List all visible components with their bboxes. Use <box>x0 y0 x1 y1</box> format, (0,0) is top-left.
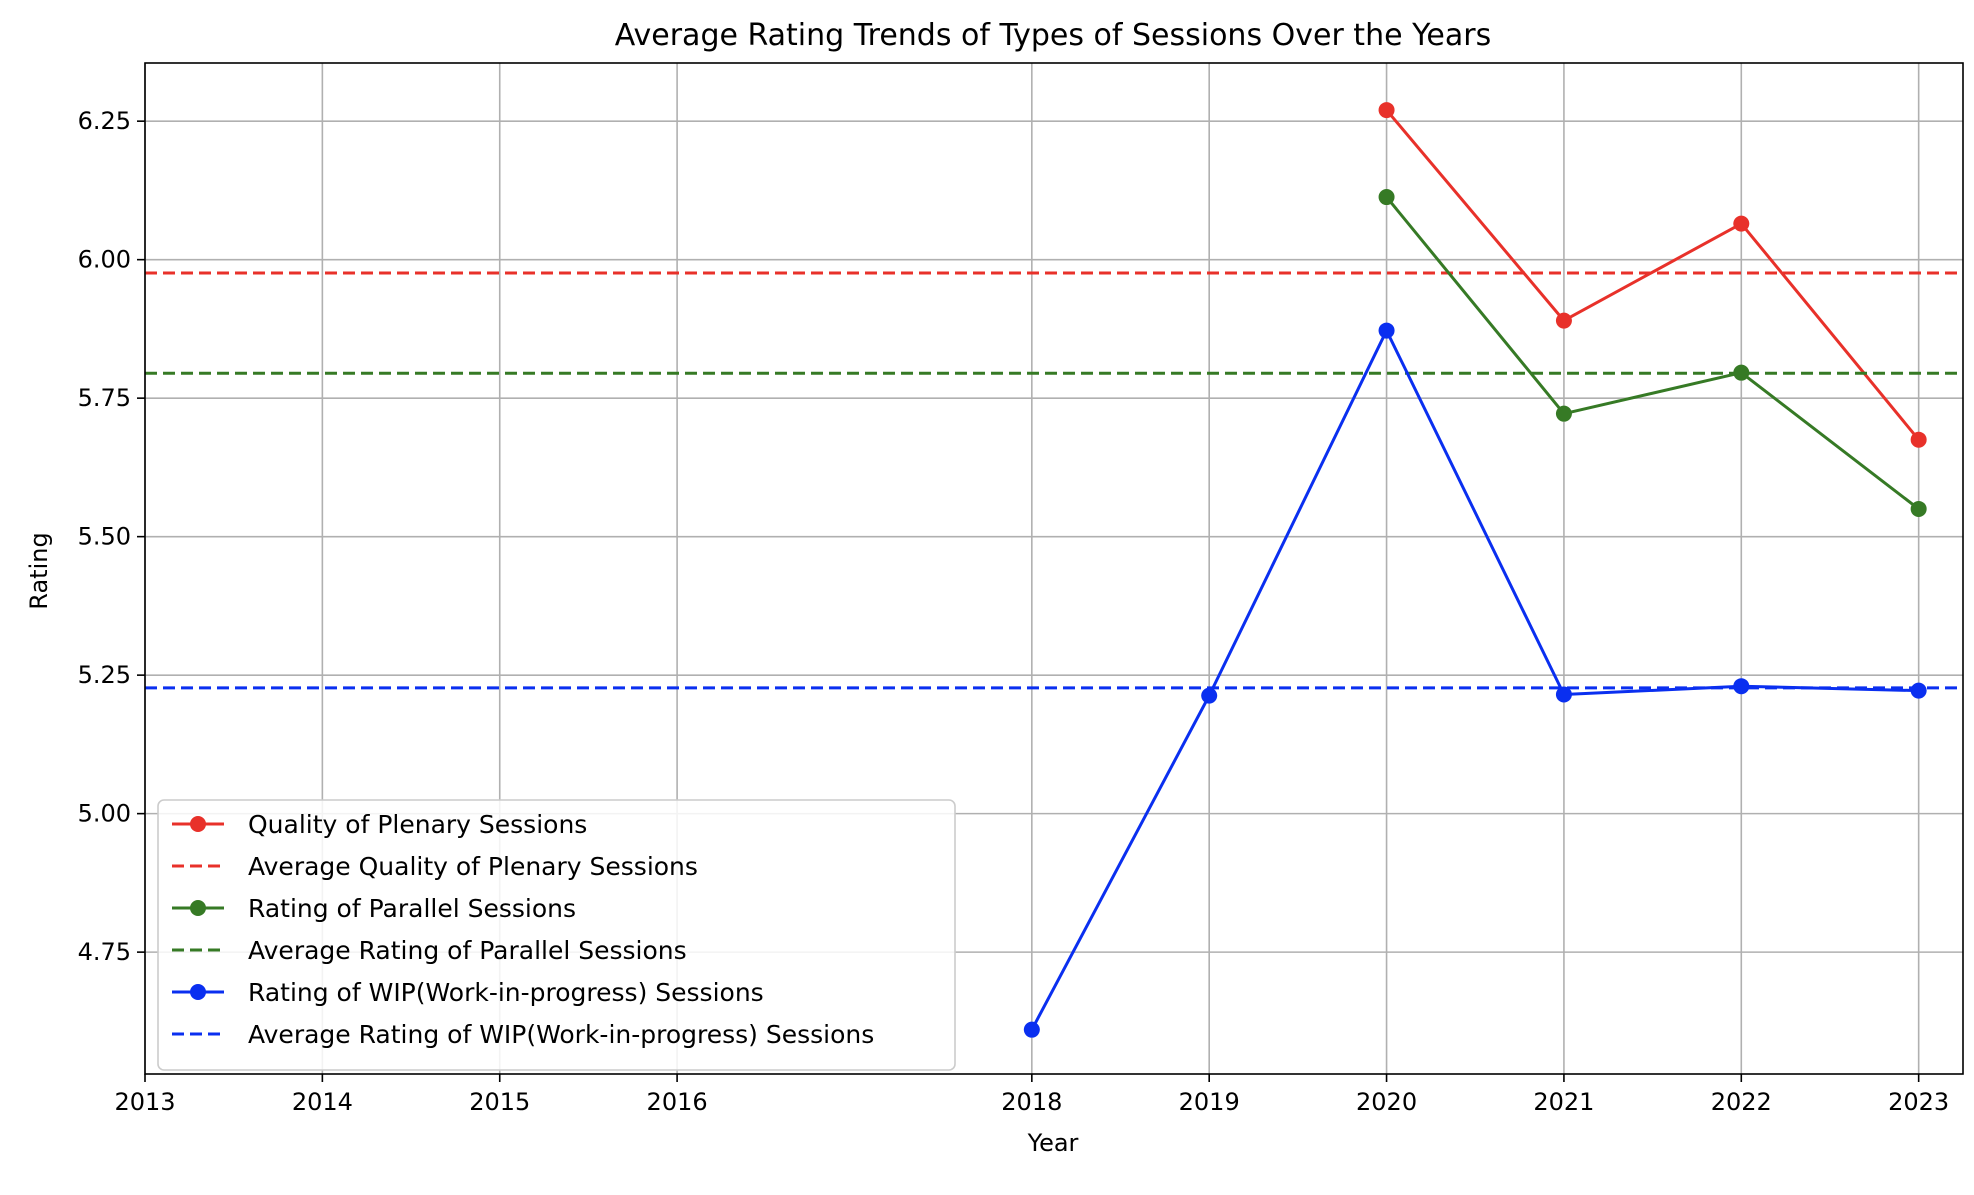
legend-label: Average Rating of WIP(Work-in-progress) … <box>248 1020 874 1049</box>
series-line <box>1030 329 1919 1031</box>
legend-label: Average Rating of Parallel Sessions <box>248 936 687 965</box>
data-point <box>1733 215 1750 232</box>
legend-item: Rating of WIP(Work-in-progress) Sessions <box>172 978 764 1007</box>
legend-item: Average Rating of Parallel Sessions <box>172 936 687 965</box>
chart-title: Average Rating Trends of Types of Sessio… <box>615 18 1491 53</box>
legend-box <box>157 799 956 1071</box>
series-line <box>1385 196 1920 511</box>
data-point <box>1555 312 1572 329</box>
x-tick-label: 2021 <box>1533 1088 1594 1116</box>
legend-marker <box>190 816 206 832</box>
data-point <box>1910 682 1927 699</box>
x-tick-label: 2013 <box>114 1088 175 1116</box>
legend-item: Quality of Plenary Sessions <box>172 810 587 839</box>
data-point <box>1910 431 1927 448</box>
series-0 <box>1378 102 1927 448</box>
legend-item: Average Quality of Plenary Sessions <box>172 852 698 881</box>
data-point <box>1378 102 1395 119</box>
ticks: 2013 2014 2015 2016 2018 2019 2020 2021 2022 2023… <box>78 107 1950 1116</box>
data-point <box>1555 686 1572 703</box>
data-point <box>1378 322 1395 339</box>
legend-item: Average Rating of WIP(Work-in-progress) … <box>172 1020 874 1049</box>
y-tick-label: 5.00 <box>78 800 131 828</box>
y-tick-label: 5.75 <box>78 384 131 412</box>
y-axis-label: Rating <box>25 532 53 609</box>
series-4 <box>1023 322 1927 1038</box>
data-point <box>1910 500 1927 517</box>
legend-label: Quality of Plenary Sessions <box>248 810 587 839</box>
x-tick-label: 2014 <box>292 1088 353 1116</box>
data-point <box>1733 678 1750 695</box>
x-tick-label: 2022 <box>1711 1088 1772 1116</box>
data-point <box>1201 687 1218 704</box>
x-tick-label: 2019 <box>1179 1088 1240 1116</box>
x-tick-label: 2016 <box>647 1088 708 1116</box>
legend-label: Average Quality of Plenary Sessions <box>248 852 698 881</box>
y-tick-label: 6.25 <box>78 107 131 135</box>
series-2 <box>1378 189 1927 517</box>
y-tick-label: 6.00 <box>78 246 131 274</box>
legend-marker <box>190 984 206 1000</box>
plot-frame <box>144 62 1964 1075</box>
legend-marker <box>190 900 206 916</box>
x-tick-label: 2023 <box>1888 1088 1949 1116</box>
series-line <box>1385 109 1920 441</box>
series-layer <box>145 102 1963 1038</box>
y-tick-label: 4.75 <box>78 938 131 966</box>
x-tick-label: 2015 <box>469 1088 530 1116</box>
x-tick-label: 2020 <box>1356 1088 1417 1116</box>
x-axis-label: Year <box>1027 1129 1079 1157</box>
y-tick-label: 5.25 <box>78 661 131 689</box>
data-point <box>1733 364 1750 381</box>
legend-label: Rating of WIP(Work-in-progress) Sessions <box>248 978 764 1007</box>
legend-label: Rating of Parallel Sessions <box>248 894 576 923</box>
data-point <box>1023 1021 1040 1038</box>
x-tick-label: 2018 <box>1001 1088 1062 1116</box>
legend-item: Rating of Parallel Sessions <box>172 894 576 923</box>
data-point <box>1378 189 1395 206</box>
data-point <box>1555 405 1572 422</box>
y-tick-label: 5.50 <box>78 523 131 551</box>
legend: Quality of Plenary Sessions Average Quali… <box>157 799 956 1071</box>
